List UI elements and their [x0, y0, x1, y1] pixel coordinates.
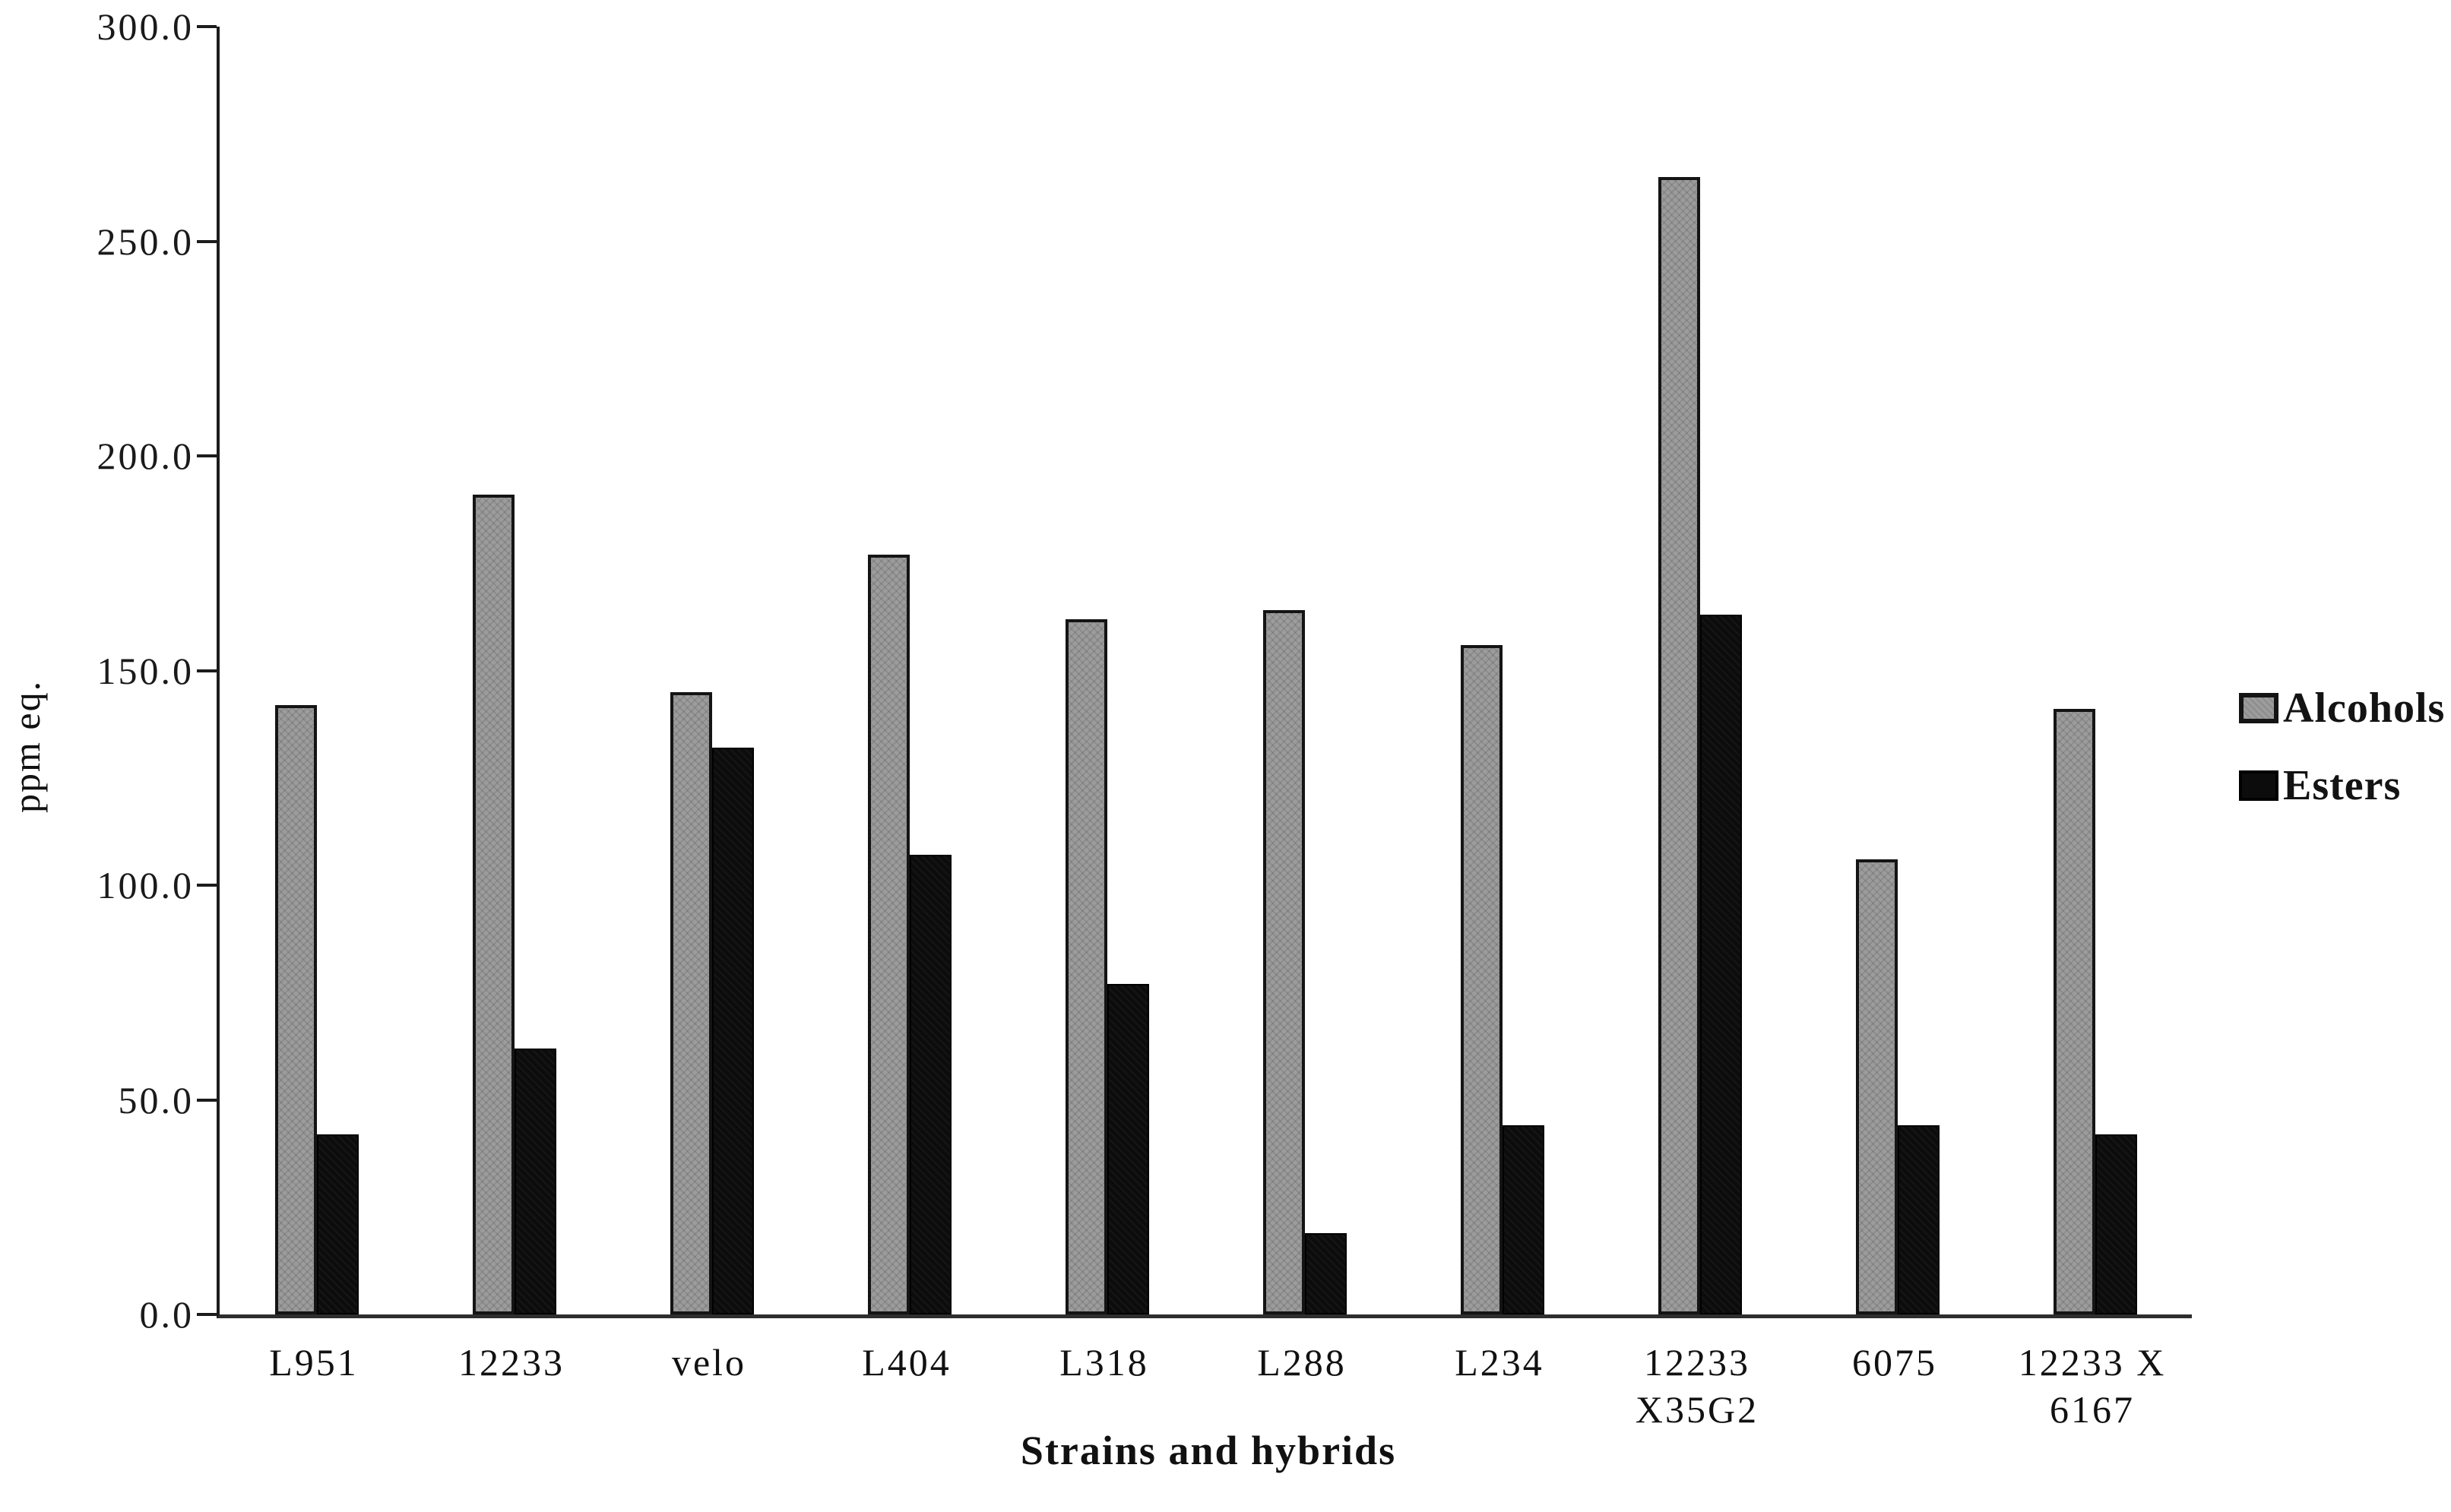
bar-esters-l288: [1305, 1233, 1347, 1314]
x-category-label: L288: [1257, 1341, 1347, 1384]
x-category-label: L318: [1059, 1341, 1149, 1384]
legend: Alcohols Esters: [2239, 684, 2445, 810]
y-tick-label: 200.0: [97, 435, 194, 477]
y-axis-tick: [197, 25, 217, 28]
bar-alcohols-l404: [868, 555, 910, 1314]
bar-alcohols-12233: [473, 495, 515, 1314]
bar-esters-l234: [1503, 1125, 1544, 1314]
x-category-label: L951: [269, 1341, 359, 1384]
bar-esters-l951: [317, 1134, 359, 1314]
bar-alcohols-l951: [275, 705, 317, 1314]
x-category-label: 12233 X35G2: [1635, 1341, 1759, 1431]
bar-alcohols-12233-x-6167: [2054, 709, 2095, 1314]
y-tick-label: 0.0: [139, 1293, 194, 1336]
y-tick-label: 250.0: [97, 220, 194, 263]
bar-esters-l404: [910, 855, 952, 1314]
y-axis-tick: [197, 669, 217, 672]
x-category-label: L234: [1455, 1341, 1544, 1384]
y-axis-title: ppm eq.: [5, 679, 48, 813]
y-tick-label: 50.0: [118, 1078, 194, 1121]
legend-item-alcohols: Alcohols: [2239, 684, 2445, 732]
y-axis-tick: [197, 239, 217, 243]
bar-alcohols-velo: [670, 692, 712, 1314]
x-category-label: 6075: [1852, 1341, 1937, 1384]
bar-alcohols-l288: [1263, 610, 1305, 1314]
bar-alcohols-6075: [1856, 859, 1898, 1314]
legend-label: Alcohols: [2283, 685, 2446, 732]
x-category-label: velo: [671, 1341, 747, 1384]
bar-esters-6075: [1898, 1125, 1940, 1314]
bar-esters-velo: [712, 748, 754, 1314]
y-tick-label: 300.0: [97, 5, 194, 48]
y-tick-label: 150.0: [97, 649, 194, 692]
x-category-label: 12233: [458, 1341, 565, 1384]
y-axis-tick: [197, 454, 217, 457]
y-axis-tick: [197, 884, 217, 887]
x-category-label: L404: [862, 1341, 952, 1384]
y-tick-label: 100.0: [97, 864, 194, 906]
bar-alcohols-l318: [1066, 619, 1107, 1314]
y-axis-tick: [197, 1313, 217, 1316]
legend-item-esters: Esters: [2239, 761, 2445, 810]
bar-esters-12233: [515, 1049, 556, 1314]
bar-alcohols-l234: [1461, 645, 1503, 1314]
alcohols-swatch-icon: [2239, 693, 2278, 723]
plot-area: [197, 25, 2192, 1318]
bar-esters-12233-x35g2: [1700, 615, 1742, 1314]
bar-alcohols-12233-x35g2: [1658, 177, 1700, 1314]
bar-esters-12233-x-6167: [2095, 1134, 2137, 1314]
y-axis-tick: [197, 1098, 217, 1102]
esters-swatch-icon: [2239, 770, 2278, 801]
x-axis-title: Strains and hybrids: [1020, 1428, 1397, 1473]
legend-label: Esters: [2283, 762, 2402, 809]
x-category-label: 12233 X 6167: [2018, 1341, 2167, 1431]
bar-esters-l318: [1107, 984, 1149, 1314]
